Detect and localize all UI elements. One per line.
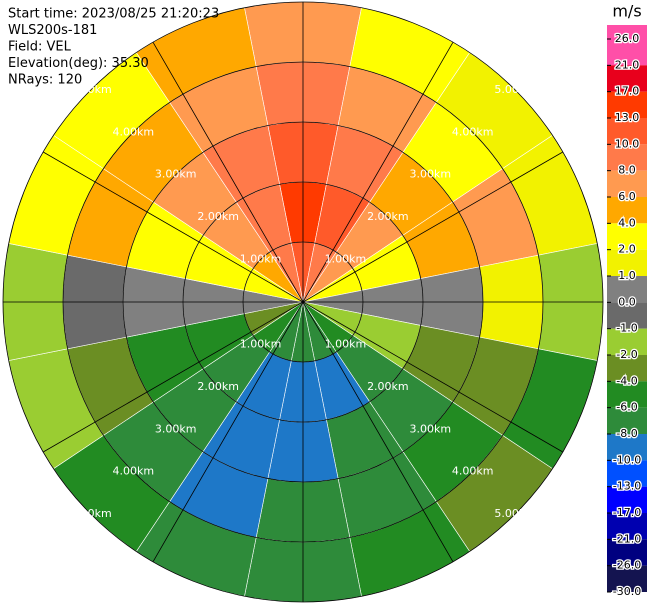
colorbar-segment [607,539,647,566]
colorbar-label: -30.0 [613,585,641,598]
colorbar-label: 1.0 [618,269,636,282]
ring-label: 5.00km [70,83,112,96]
ring-label: 4.00km [452,125,494,138]
range-ring [242,241,364,363]
ring-label: 1.00km [240,337,282,350]
header: Start time: 2023/08/25 21:20:23WLS200s-1… [8,7,219,88]
colorbar-label: -6.0 [616,401,637,414]
ring-label: 5.00km [70,507,112,520]
colorbar-segment [607,118,647,145]
ring-label: 2.00km [367,210,409,223]
colorbar-segment [607,170,647,197]
colorbar-segment [607,460,647,487]
unit-label: m/s [612,2,641,21]
colorbar-segment [607,355,647,382]
colorbar-label: 0.0 [618,295,636,308]
ring-label: 3.00km [409,422,451,435]
range-ring [2,1,604,603]
colorbar-label: -26.0 [613,559,641,572]
colorbar-label: -10.0 [613,453,641,466]
colorbar-cap [607,25,647,39]
header-line: Start time: 2023/08/25 21:20:23 [8,7,219,22]
colorbar-label: 21.0 [615,58,640,71]
colorbar-label: -2.0 [616,348,637,361]
ring-label: 5.00km [494,83,536,96]
colorbar-segment [607,513,647,540]
colorbar-segment [607,249,647,276]
ring-label: 1.00km [325,253,367,266]
colorbar-segment [607,144,647,171]
header-line: NRays: 120 [8,73,82,88]
colorbar-segment [607,276,647,303]
colorbar-segment [607,197,647,224]
ring-label: 2.00km [197,380,239,393]
ring-label: 2.00km [197,210,239,223]
colorbar-label: -1.0 [616,322,637,335]
colorbar-label: 26.0 [615,32,640,45]
colorbar-segment [607,223,647,250]
colorbar-label: 2.0 [618,243,636,256]
colorbar-segment [607,434,647,461]
header-line: Field: VEL [8,40,72,55]
colorbar-segment [607,565,647,592]
colorbar-label: 10.0 [615,137,640,150]
ring-label: 3.00km [409,168,451,181]
colorbar-label: -13.0 [613,480,641,493]
ring-label: 3.00km [155,422,197,435]
range-ring [182,181,424,423]
ring-label: 4.00km [452,465,494,478]
colorbar: 26.0 21.0 17.0 13.0 10.0 8.0 6.0 4.0 2.0 1.0 0.0 -1… [607,25,647,599]
colorbar-segment [607,407,647,434]
header-line: Elevation(deg): 35.30 [8,56,149,71]
ring-label: 1.00km [325,337,367,350]
colorbar-label: -4.0 [616,374,637,387]
plot-area: 1.00km 1.00km 1.00km 1.00km 2.00km 2.00km 2.00… [2,1,604,603]
ring-label: 2.00km [367,380,409,393]
range-ring [122,121,484,483]
colorbar-label: -21.0 [613,532,641,545]
range-ring [62,61,544,543]
colorbar-segment [607,381,647,408]
colorbar-label: 6.0 [618,190,636,203]
colorbar-segment [607,486,647,513]
header-line: WLS200s-181 [8,23,97,38]
ring-label: 5.00km [494,507,536,520]
spoke [152,41,454,563]
colorbar-segment [607,328,647,355]
colorbar-label: -17.0 [613,506,641,519]
colorbar-label: 8.0 [618,164,636,177]
colorbar-segment [607,302,647,329]
colorbar-segment [607,65,647,92]
colorbar-segment [607,39,647,66]
colorbar-segment [607,91,647,118]
ring-label: 1.00km [240,253,282,266]
colorbar-label: -8.0 [616,427,637,440]
colorbar-label: 4.0 [618,216,636,229]
ring-label: 4.00km [113,465,155,478]
ring-label: 4.00km [113,125,155,138]
colorbar-label: 17.0 [615,85,640,98]
ring-label: 3.00km [155,168,197,181]
colorbar-label: 13.0 [615,111,640,124]
